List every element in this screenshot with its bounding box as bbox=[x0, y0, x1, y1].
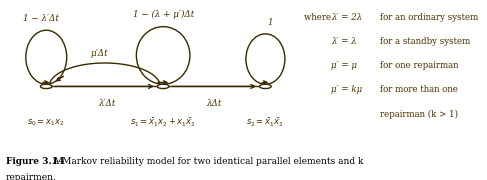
Text: μ′ = kμ: μ′ = kμ bbox=[331, 86, 362, 94]
Text: for more than one: for more than one bbox=[380, 86, 458, 94]
Text: λ′ = λ: λ′ = λ bbox=[331, 37, 357, 46]
Text: for one repairman: for one repairman bbox=[380, 61, 458, 70]
Text: $s_2 = \bar{x}_1 \bar{x}_2$: $s_2 = \bar{x}_1 \bar{x}_2$ bbox=[246, 117, 284, 129]
Text: A Markov reliability model for two identical parallel elements and k: A Markov reliability model for two ident… bbox=[47, 157, 364, 166]
Text: 1 − λ′Δt: 1 − λ′Δt bbox=[23, 14, 59, 23]
Text: for a standby system: for a standby system bbox=[380, 37, 470, 46]
Text: μ′Δt: μ′Δt bbox=[91, 49, 109, 58]
Text: λΔt: λΔt bbox=[206, 99, 222, 108]
Circle shape bbox=[260, 84, 271, 89]
Text: λ′ = 2λ: λ′ = 2λ bbox=[331, 13, 362, 22]
Text: 1 − (λ + μ′)Δt: 1 − (λ + μ′)Δt bbox=[132, 10, 194, 19]
Text: λ′Δt: λ′Δt bbox=[98, 99, 116, 108]
Text: repairmen.: repairmen. bbox=[6, 173, 56, 180]
Text: μ′ = μ: μ′ = μ bbox=[331, 61, 357, 70]
Text: Figure 3.14: Figure 3.14 bbox=[6, 157, 64, 166]
Text: $s_0 = x_1 x_2$: $s_0 = x_1 x_2$ bbox=[27, 117, 65, 127]
Text: for an ordinary system: for an ordinary system bbox=[380, 13, 478, 22]
Circle shape bbox=[157, 84, 169, 89]
Text: $s_1 = \bar{x}_1 x_2 + x_1 \bar{x}_2$: $s_1 = \bar{x}_1 x_2 + x_1 \bar{x}_2$ bbox=[130, 117, 196, 129]
Circle shape bbox=[40, 84, 52, 89]
Text: where: where bbox=[304, 13, 334, 22]
Text: 1: 1 bbox=[267, 18, 273, 27]
Text: repairman (k > 1): repairman (k > 1) bbox=[380, 110, 458, 119]
